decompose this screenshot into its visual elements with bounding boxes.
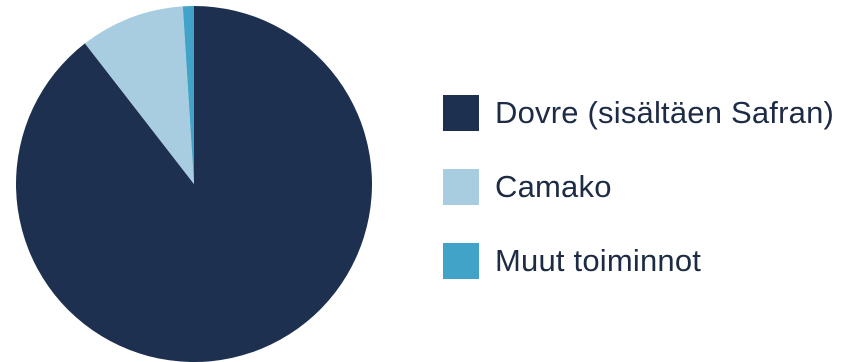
pie-slice-dovre	[16, 6, 372, 362]
legend-label-dovre: Dovre (sisältäen Safran)	[495, 95, 835, 130]
legend-item-muut-toiminnot: Muut toiminnot	[443, 238, 848, 284]
pie-slice-camako	[84, 6, 194, 185]
pie-slice-muut-toiminnot	[182, 6, 194, 184]
legend-item-dovre: Dovre (sisältäen Safran)	[443, 90, 848, 136]
legend: Dovre (sisältäen Safran) Camako Muut toi…	[443, 90, 848, 312]
legend-swatch-muut-toiminnot	[443, 243, 479, 279]
legend-swatch-dovre	[443, 95, 479, 131]
legend-swatch-camako	[443, 169, 479, 205]
legend-label-camako: Camako	[495, 169, 612, 204]
legend-label-muut-toiminnot: Muut toiminnot	[495, 243, 702, 278]
legend-item-camako: Camako	[443, 164, 848, 210]
pie-plot-area	[16, 6, 372, 362]
